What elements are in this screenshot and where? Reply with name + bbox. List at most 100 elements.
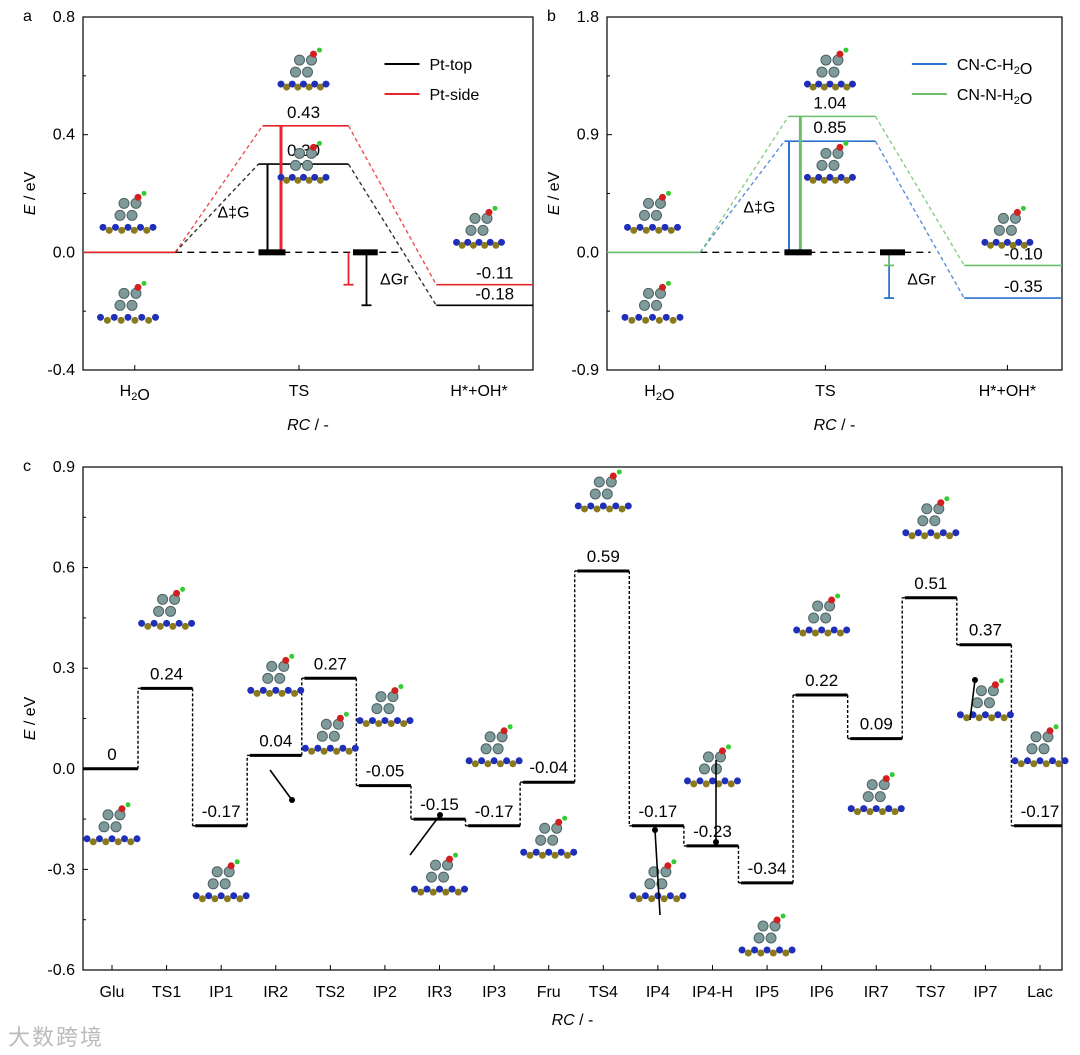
molecule-structure-icon <box>956 678 1014 722</box>
barrier-annotation: Δ‡G <box>743 199 775 216</box>
atom-icon <box>574 502 582 510</box>
x-tick-label: TS <box>815 383 835 400</box>
atom-icon <box>145 316 153 324</box>
atom-icon <box>316 176 324 184</box>
atom-icon <box>655 316 663 324</box>
atom-icon <box>643 287 654 299</box>
x-tick-label: H2O <box>120 383 150 404</box>
atom-icon <box>635 313 643 321</box>
atom-icon <box>803 80 811 88</box>
atom-icon <box>326 744 334 752</box>
atom-icon <box>515 757 523 765</box>
atom-icon <box>667 226 675 234</box>
atom-icon <box>557 848 565 856</box>
atom-icon <box>830 626 838 634</box>
atom-icon <box>1036 757 1044 765</box>
atom-icon <box>411 885 419 893</box>
atom-icon <box>933 532 941 540</box>
atom-icon <box>738 946 746 954</box>
atom-icon <box>635 895 643 903</box>
pointer-arrow <box>654 829 661 916</box>
atom-icon <box>815 173 823 181</box>
atom-icon <box>277 80 285 88</box>
atom-icon <box>453 852 459 858</box>
panel-label: b <box>547 8 556 25</box>
atom-icon <box>1006 711 1014 719</box>
atom-icon <box>866 808 874 816</box>
atom-icon <box>832 83 840 91</box>
atom-icon <box>676 313 684 321</box>
atom-icon <box>219 878 231 890</box>
atom-icon <box>780 913 786 919</box>
atom-icon <box>648 895 656 903</box>
atom-icon <box>98 821 110 833</box>
atom-icon <box>492 743 504 755</box>
atom-icon <box>1013 208 1021 216</box>
atom-icon <box>788 946 796 954</box>
atom-icon <box>305 176 313 184</box>
atom-icon <box>283 83 291 91</box>
atom-icon <box>290 159 301 171</box>
atom-icon <box>446 855 454 863</box>
atom-icon <box>274 672 286 684</box>
barrier-annotation: Δ‡G <box>217 204 249 221</box>
atom-icon <box>835 593 841 599</box>
x-tick-label: IP7 <box>973 984 997 1001</box>
pointer-arrow <box>269 769 293 801</box>
atom-icon <box>651 209 662 221</box>
atom-icon <box>708 777 716 785</box>
atom-icon <box>108 835 116 843</box>
atom-icon <box>430 859 442 871</box>
atom-icon <box>593 476 605 488</box>
energy-value-label: -0.15 <box>420 795 459 814</box>
atom-icon <box>272 686 280 694</box>
molecule-structure-icon <box>453 205 505 249</box>
atom-icon <box>847 805 855 813</box>
atom-icon <box>118 197 130 209</box>
atom-icon <box>362 720 370 728</box>
atom-icon <box>316 83 324 91</box>
atom-icon <box>242 892 250 900</box>
atom-icon <box>492 241 500 249</box>
atom-icon <box>782 949 790 957</box>
energy-value-label: 0.43 <box>287 103 320 122</box>
atom-icon <box>393 717 401 725</box>
atom-icon <box>144 622 152 630</box>
atom-icon <box>799 629 807 637</box>
atom-icon <box>1030 760 1038 768</box>
atom-icon <box>114 838 122 846</box>
atom-icon <box>843 626 851 634</box>
y-tick-label: 0.0 <box>577 244 599 261</box>
atom-icon <box>310 143 317 151</box>
y-tick-label: -0.9 <box>571 362 599 379</box>
atom-icon <box>815 80 823 88</box>
atom-icon <box>484 760 492 768</box>
x-tick-label: Fru <box>537 984 561 1001</box>
atom-icon <box>866 779 878 791</box>
atom-icon <box>971 697 983 709</box>
legend-label: CN-C-H2O <box>957 57 1032 78</box>
energy-value-label: 0.85 <box>813 118 846 137</box>
atom-icon <box>683 777 691 785</box>
energy-value-label: -0.17 <box>639 802 678 821</box>
pointer-arrow <box>969 679 976 721</box>
atom-icon <box>322 173 330 181</box>
energy-value-label: 0.27 <box>314 654 347 673</box>
atom-icon <box>1011 757 1019 765</box>
legend-label: CN-N-H2O <box>957 87 1032 108</box>
atom-icon <box>149 223 157 231</box>
connector <box>174 163 260 253</box>
atom-icon <box>702 751 714 763</box>
atom-icon <box>163 619 171 627</box>
atom-icon <box>520 848 528 856</box>
atom-icon <box>1000 714 1008 722</box>
atom-icon <box>278 689 286 697</box>
atom-icon <box>820 54 832 66</box>
atom-icon <box>917 515 929 527</box>
atom-icon <box>442 888 450 896</box>
atom-icon <box>266 689 274 697</box>
atom-icon <box>1003 238 1011 246</box>
atom-icon <box>157 593 169 605</box>
x-tick-label: TS <box>289 383 309 400</box>
atom-icon <box>644 878 656 890</box>
